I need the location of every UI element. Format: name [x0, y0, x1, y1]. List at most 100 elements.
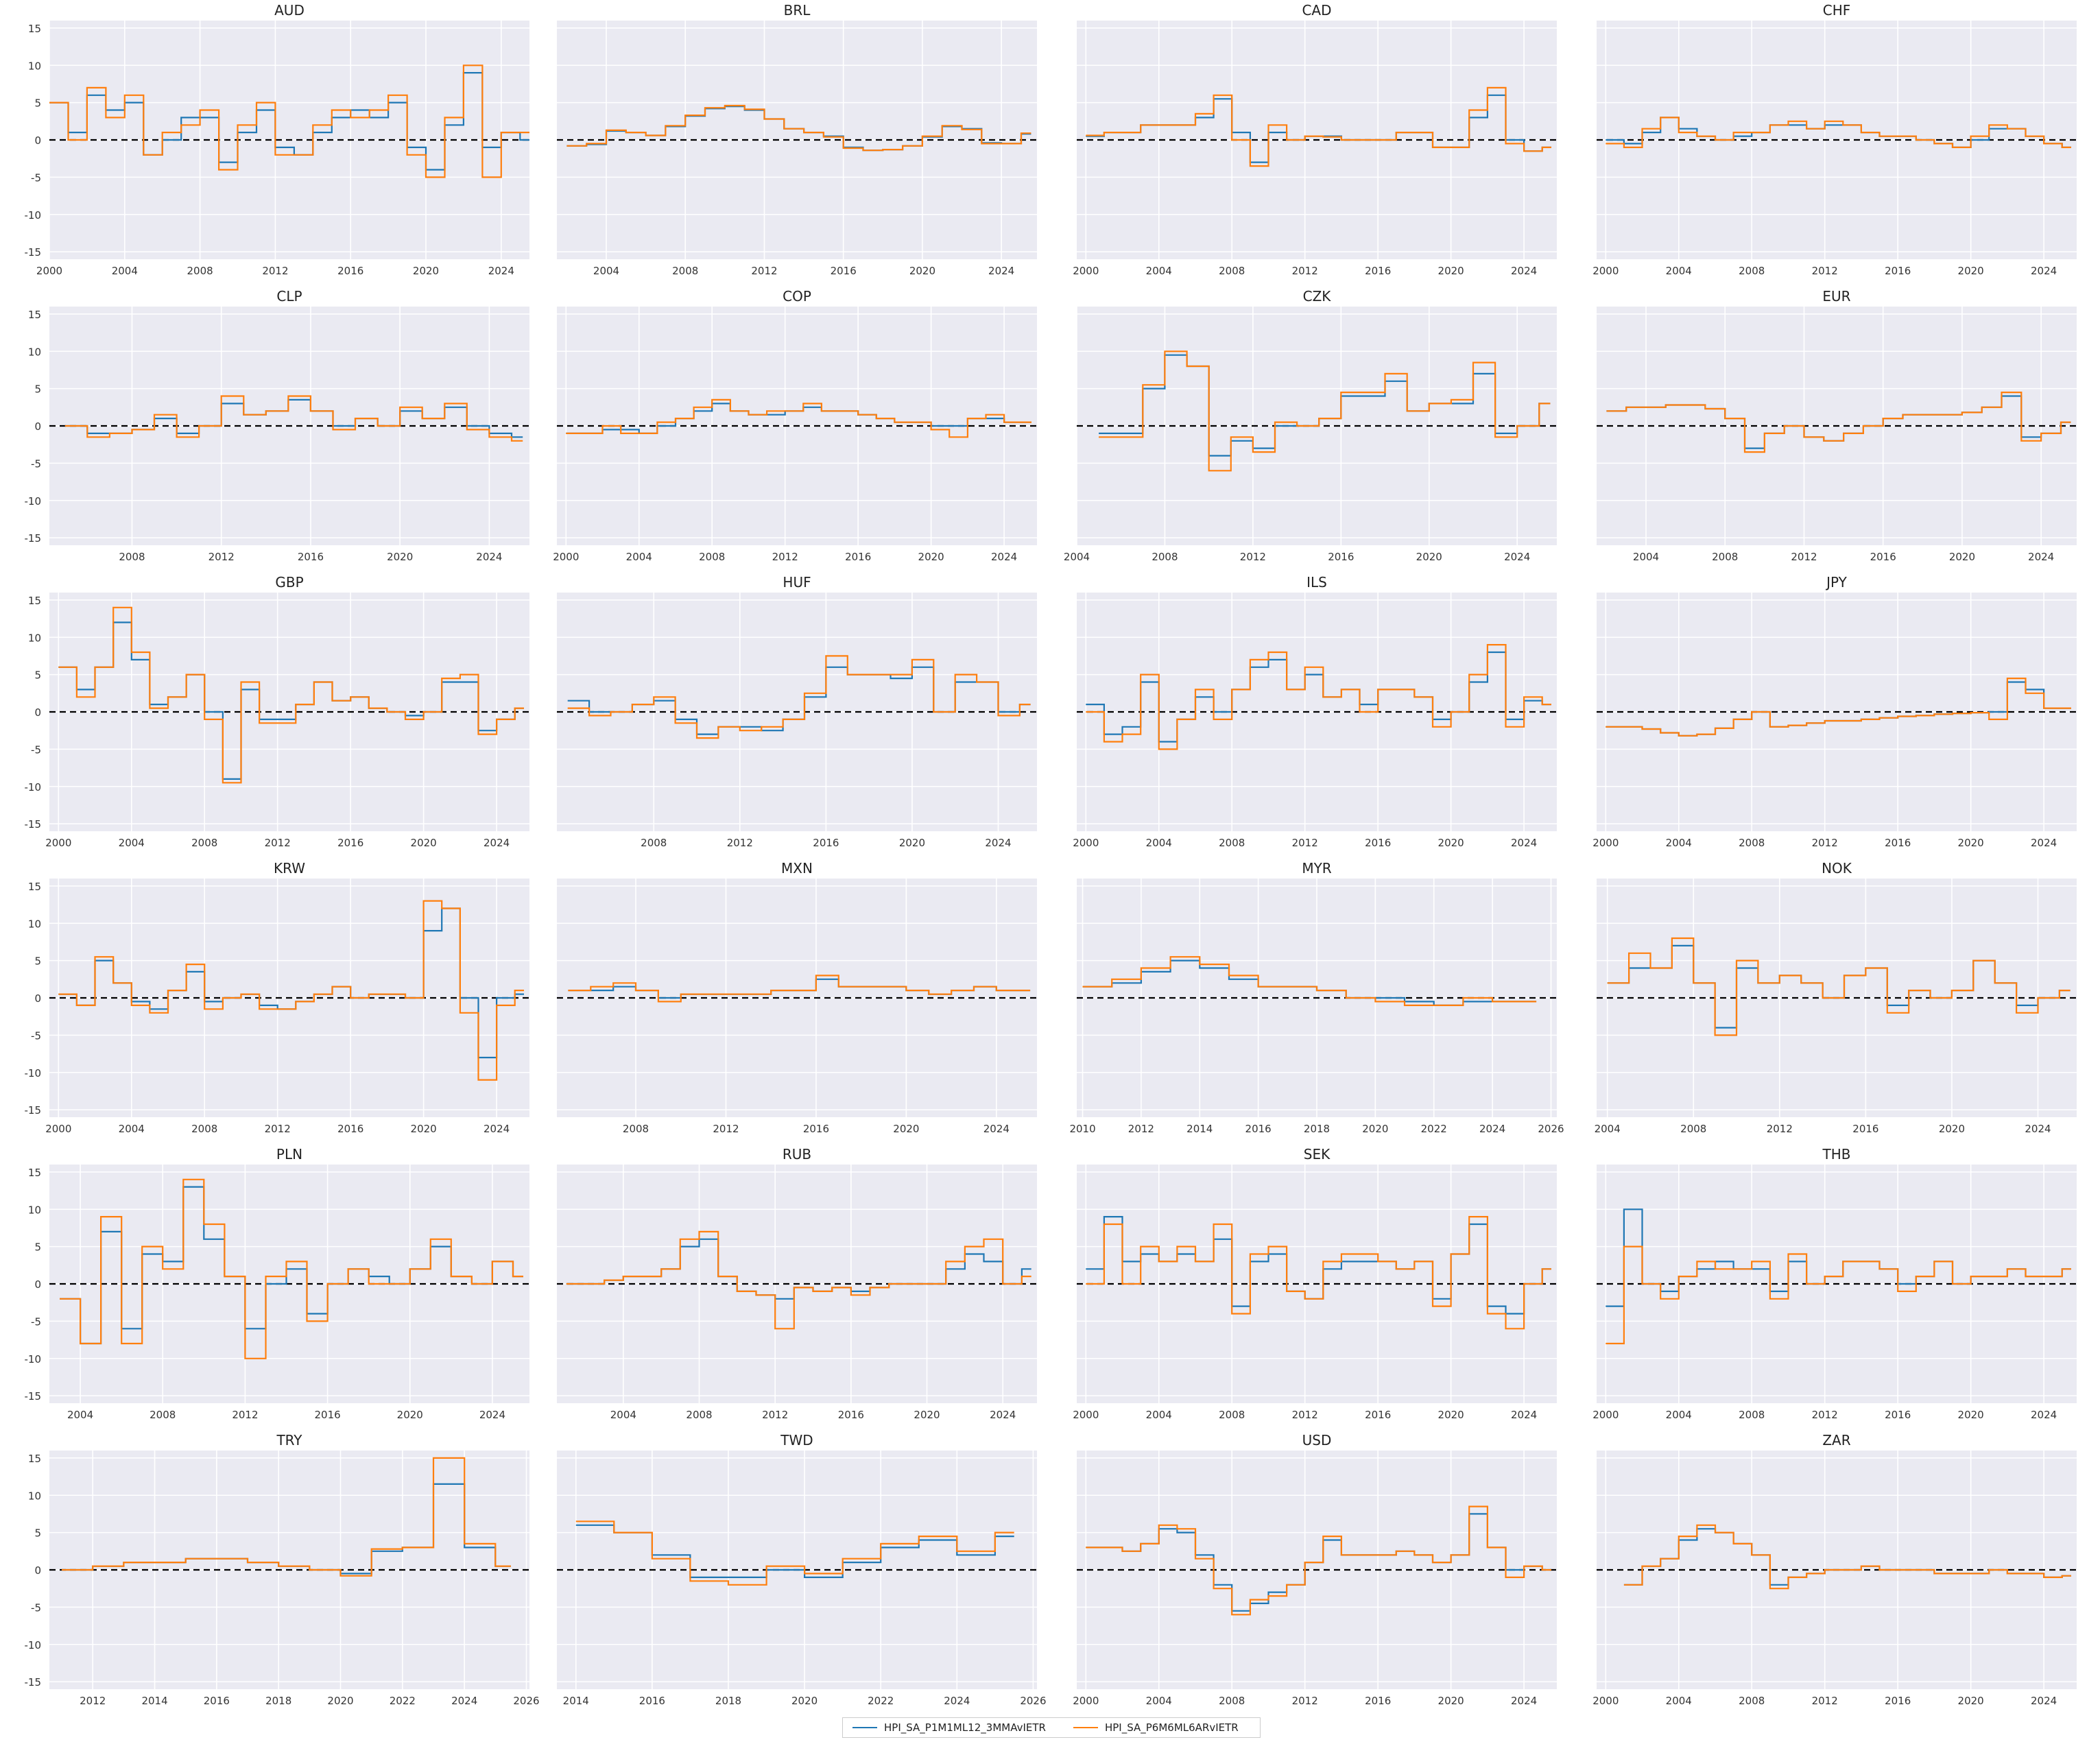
- panel-chf: CHF 2000 2004 2008 2012 2016 2020 2024: [1592, 2, 2077, 277]
- x-tick-label: 2014: [563, 1695, 589, 1707]
- x-tick-label: 2004: [1666, 1695, 1692, 1707]
- x-tick-label: 2024: [944, 1695, 970, 1707]
- x-tick-label: 2012: [80, 1695, 106, 1707]
- x-tick-label: 2026: [1020, 1695, 1046, 1707]
- x-tick-label: 2016: [845, 551, 871, 563]
- x-tick-label: 2012: [1812, 1409, 1838, 1421]
- panel-aud: AUD -15 -10 -5 0 5 10 15 2000 2004 2008 2012 2016 202…: [25, 2, 529, 277]
- x-tick-label: 2024: [2028, 551, 2054, 563]
- x-tick-label: 2020: [1958, 1695, 1984, 1707]
- panel-title: HUF: [783, 574, 811, 590]
- panel-title: SEK: [1304, 1146, 1331, 1162]
- x-tick-label: 2024: [1511, 1695, 1537, 1707]
- series-line-2: [1086, 1216, 1551, 1330]
- x-tick-label: 2008: [1739, 1695, 1765, 1707]
- x-tick-label: 2012: [772, 551, 798, 563]
- y-tick-label: -10: [25, 1639, 42, 1651]
- x-tick-label: 2012: [265, 837, 291, 849]
- y-tick-label: 10: [28, 60, 41, 72]
- panel-title: THB: [1822, 1146, 1851, 1162]
- x-tick-label: 2012: [1767, 1123, 1793, 1135]
- y-tick-label: 5: [34, 1241, 41, 1254]
- x-tick-label: 2012: [713, 1123, 739, 1135]
- y-tick-label: -5: [31, 1315, 41, 1328]
- y-tick-label: 15: [28, 881, 41, 893]
- panel-sek: SEK 2000 2004 2008 2012 2016 2020 2024: [1073, 1146, 1557, 1421]
- x-tick-label: 2026: [513, 1695, 539, 1707]
- x-tick-label: 2016: [204, 1695, 230, 1707]
- x-tick-label: 2024: [1511, 837, 1537, 849]
- x-tick-label: 2022: [390, 1695, 416, 1707]
- panel-title: MXN: [781, 860, 813, 876]
- y-tick-label: -10: [25, 1353, 42, 1365]
- x-tick-label: 2016: [1885, 265, 1911, 277]
- panel-cop: COP 2000 2004 2008 2012 2016 2020 2024: [553, 288, 1037, 563]
- x-tick-label: 2008: [1739, 1409, 1765, 1421]
- x-tick-label: 2012: [1812, 837, 1838, 849]
- x-tick-label: 2008: [119, 551, 145, 563]
- x-tick-label: 2008: [1219, 1409, 1245, 1421]
- x-tick-label: 2016: [1365, 1409, 1391, 1421]
- x-tick-label: 2012: [1812, 265, 1838, 277]
- y-tick-label: -15: [25, 1390, 42, 1403]
- legend-swatch-blue: [852, 1727, 877, 1728]
- series-line-2: [1086, 1505, 1551, 1616]
- y-tick-label: 10: [28, 918, 41, 930]
- x-tick-label: 2012: [1292, 837, 1318, 849]
- x-tick-label: 2014: [1186, 1123, 1213, 1135]
- x-tick-label: 2014: [141, 1695, 167, 1707]
- legend-item-series-1: HPI_SA_P1M1ML12_3MMAvIETR: [852, 1721, 1046, 1734]
- x-tick-label: 2016: [1885, 1409, 1911, 1421]
- series-line-2: [1606, 117, 2071, 148]
- y-tick-label: 5: [34, 1527, 41, 1540]
- x-tick-label: 2008: [699, 551, 725, 563]
- y-tick-label: 0: [34, 134, 41, 147]
- panel-huf: HUF 2008 2012 2016 2020 2024: [557, 574, 1037, 849]
- x-tick-label: 2026: [1538, 1123, 1564, 1135]
- x-tick-label: 2000: [1592, 265, 1619, 277]
- x-tick-label: 2024: [1511, 265, 1537, 277]
- x-tick-label: 2012: [1292, 265, 1318, 277]
- x-tick-label: 2024: [2025, 1123, 2051, 1135]
- panel-clp: CLP -15 -10 -5 0 5 10 15 2008 2012 2016 2020 2024: [25, 288, 529, 563]
- x-tick-label: 2008: [1680, 1123, 1706, 1135]
- series-line-2: [566, 1230, 1031, 1330]
- y-tick-label: -5: [31, 1601, 41, 1614]
- series-line-2: [1606, 678, 2071, 737]
- x-tick-label: 2016: [337, 265, 363, 277]
- x-tick-label: 2022: [1421, 1123, 1447, 1135]
- x-tick-label: 2004: [112, 265, 138, 277]
- x-tick-label: 2024: [983, 1123, 1010, 1135]
- x-tick-label: 2004: [1666, 265, 1692, 277]
- x-tick-label: 2018: [1304, 1123, 1330, 1135]
- x-tick-label: 2022: [868, 1695, 894, 1707]
- y-tick-label: -15: [25, 1104, 42, 1117]
- x-tick-label: 2004: [1666, 837, 1692, 849]
- x-tick-label: 2004: [1633, 551, 1659, 563]
- series-line-2: [1086, 644, 1551, 750]
- panel-title: CLP: [276, 288, 302, 305]
- y-tick-label: -15: [25, 246, 42, 259]
- panel-title: ZAR: [1822, 1432, 1850, 1448]
- y-tick-label: 5: [34, 955, 41, 968]
- x-tick-label: 2024: [479, 1409, 505, 1421]
- panel-usd: USD 2000 2004 2008 2012 2016 2020 2024: [1073, 1432, 1557, 1707]
- x-tick-label: 2008: [1712, 551, 1738, 563]
- x-tick-label: 2024: [990, 1409, 1016, 1421]
- x-tick-label: 2008: [187, 265, 213, 277]
- series-line-2: [568, 975, 1031, 1003]
- panel-cad: CAD 2000 2004 2008 2012 2016 2020 2024: [1073, 2, 1557, 277]
- y-tick-label: -5: [31, 171, 41, 184]
- x-tick-label: 2024: [1511, 1409, 1537, 1421]
- x-tick-label: 2020: [1416, 551, 1442, 563]
- x-tick-label: 2024: [2031, 837, 2057, 849]
- x-tick-label: 2024: [2031, 1409, 2057, 1421]
- x-tick-label: 2012: [1812, 1695, 1838, 1707]
- x-tick-label: 2008: [191, 837, 217, 849]
- x-tick-label: 2016: [1885, 1695, 1911, 1707]
- x-tick-label: 2020: [1438, 1409, 1464, 1421]
- x-tick-label: 2024: [1479, 1123, 1505, 1135]
- x-tick-label: 2008: [672, 265, 698, 277]
- y-tick-label: 0: [34, 1564, 41, 1577]
